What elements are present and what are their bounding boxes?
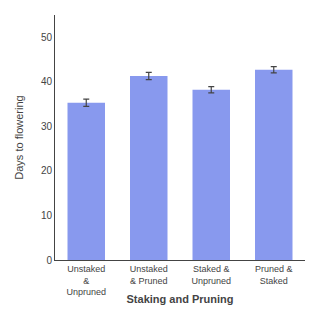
svg-text:30: 30 — [41, 121, 53, 132]
svg-text:50: 50 — [41, 32, 53, 43]
svg-text:Unstaked&Unpruned: Unstaked&Unpruned — [66, 264, 106, 297]
svg-text:Staking and Pruning: Staking and Pruning — [127, 293, 234, 305]
svg-text:Unstaked& Pruned: Unstaked& Pruned — [130, 264, 168, 286]
svg-text:Pruned &Staked: Pruned &Staked — [255, 264, 293, 286]
svg-text:Days to flowering: Days to flowering — [13, 95, 25, 179]
svg-text:40: 40 — [41, 76, 53, 87]
svg-text:Staked &Unpruned: Staked &Unpruned — [191, 264, 231, 286]
svg-text:20: 20 — [41, 165, 53, 176]
svg-text:0: 0 — [46, 255, 52, 266]
svg-text:10: 10 — [41, 210, 53, 221]
